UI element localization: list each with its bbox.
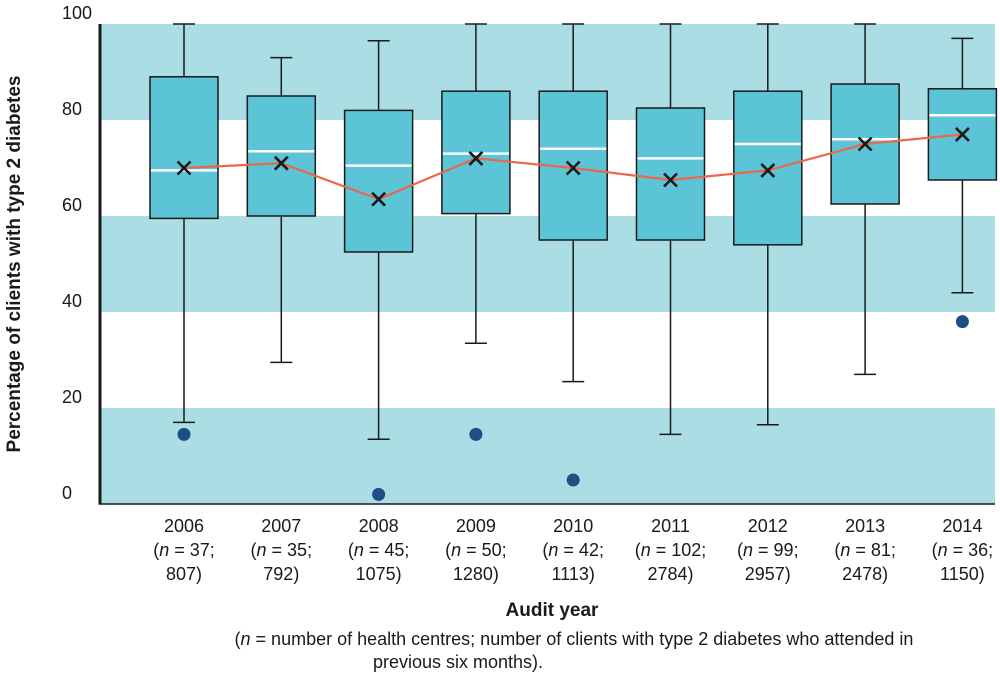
x-axis-title: Audit year [506,600,600,621]
category-centres-2009: (n = 50; [445,540,507,560]
category-clients-2010: 1113) [552,564,595,584]
box-2008 [343,109,414,253]
category-clients-2011: 2784) [647,564,693,584]
y-tick-label-100: 100 [62,3,92,23]
y-tick-label-0: 0 [62,483,72,503]
mean-marker-2007 [273,155,289,171]
mean-marker-stroke-b [954,126,970,142]
category-year-2008: 2008 [359,516,399,536]
mean-marker-2013 [857,136,873,152]
category-year-2013: 2013 [845,516,885,536]
category-centres-2006: (n = 37; [153,540,215,560]
box-2006 [149,76,219,220]
mean-marker-stroke-b [468,150,484,166]
category-clients-2012: 2957) [745,564,791,584]
outlier-point-2014-0 [955,315,969,329]
mean-marker-2009 [468,150,484,166]
category-centres-2013: (n = 81; [834,540,896,560]
category-centres-2007: (n = 35; [251,540,313,560]
x-category-labels: 2006 (n = 37; 807) 2007 (n = 35; 792) 2008 (n =… [153,516,993,584]
mean-marker-stroke-b [176,160,192,176]
y-tick-label-80: 80 [62,99,82,119]
mean-marker-stroke-b [273,155,289,171]
y-axis-title: Percentage of clients with type 2 diabet… [4,76,25,453]
mean-marker-2006 [176,160,192,176]
category-centres-2011: (n = 102; [635,540,707,560]
y-tick-label-40: 40 [62,291,82,311]
mean-marker-2012 [760,162,776,178]
mean-marker-2008 [371,191,387,207]
outlier-point-2006-0 [177,427,191,441]
box-2007 [246,95,317,217]
category-clients-2007: 792) [263,564,299,584]
category-centres-2008: (n = 45; [348,540,410,560]
category-clients-2013: 2478) [842,564,888,584]
outlier-point-2008-0 [372,487,386,501]
category-clients-2008: 1075) [356,564,402,584]
mean-marker-stroke-b [663,172,678,188]
mean-marker-2011 [663,172,678,188]
box-2011 [635,107,706,241]
category-clients-2014: 1150) [940,564,985,584]
mean-marker-2010 [565,160,581,176]
box-2012 [733,90,803,246]
y-tick-label-60: 60 [62,195,82,215]
category-year-2006: 2006 [164,516,204,536]
category-year-2010: 2010 [553,516,593,536]
footnote-line-1: (n = number of health centres; number of… [235,629,914,649]
mean-marker-stroke-b [371,191,387,207]
footnote-line-2: previous six months). [373,652,543,672]
y-tick-label-20: 20 [62,387,82,407]
mean-marker-stroke-b [760,162,776,178]
category-year-2007: 2007 [261,516,301,536]
category-year-2014: 2014 [942,516,982,536]
mean-marker-stroke-b [857,136,873,152]
category-year-2011: 2011 [651,516,690,536]
mean-marker-stroke-b [565,160,581,176]
category-centres-2010: (n = 42; [542,540,604,560]
category-year-2012: 2012 [748,516,788,536]
outlier-point-2010-0 [566,473,580,487]
mean-marker-2014 [954,126,970,142]
whiskers [173,23,974,440]
axes [98,24,995,505]
outliers [177,315,969,501]
category-clients-2006: 807) [166,564,202,584]
category-clients-2009: 1280) [453,564,499,584]
category-centres-2014: (n = 36; [932,540,994,560]
mean-trend [176,126,970,207]
category-year-2009: 2009 [456,516,496,536]
outlier-point-2009-0 [469,427,483,441]
background-band-0 [100,408,995,504]
category-centres-2012: (n = 99; [737,540,799,560]
y-tick-labels: 0 20 40 60 80 100 [62,3,92,503]
medians [151,113,996,172]
